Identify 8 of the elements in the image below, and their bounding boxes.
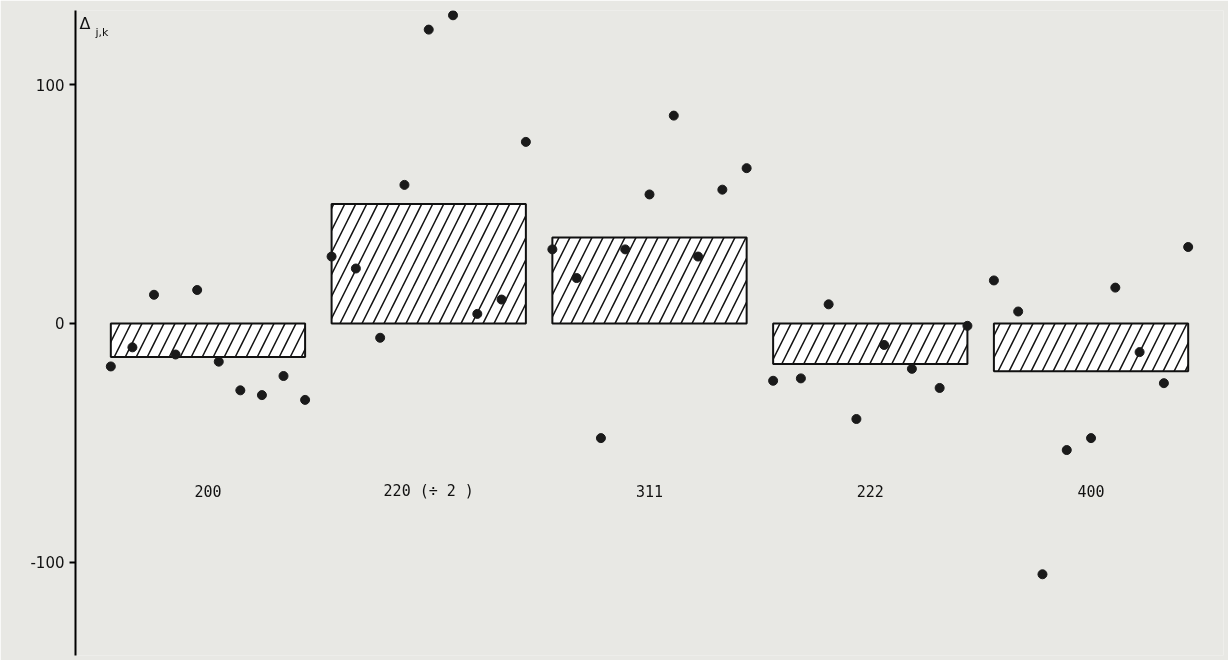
y-tick-label: -100 [30, 554, 65, 573]
x-tick-label: 311 [635, 483, 664, 502]
y-tick-label: 0 [54, 315, 65, 334]
x-tick-label: 222 [856, 483, 884, 502]
x-tick-label: 200 [194, 483, 222, 502]
x-tick-label: 400 [1077, 483, 1105, 502]
x-tick-label: 220 (÷ 2 ) [383, 482, 474, 501]
y-tick-label: 100 [35, 76, 65, 95]
